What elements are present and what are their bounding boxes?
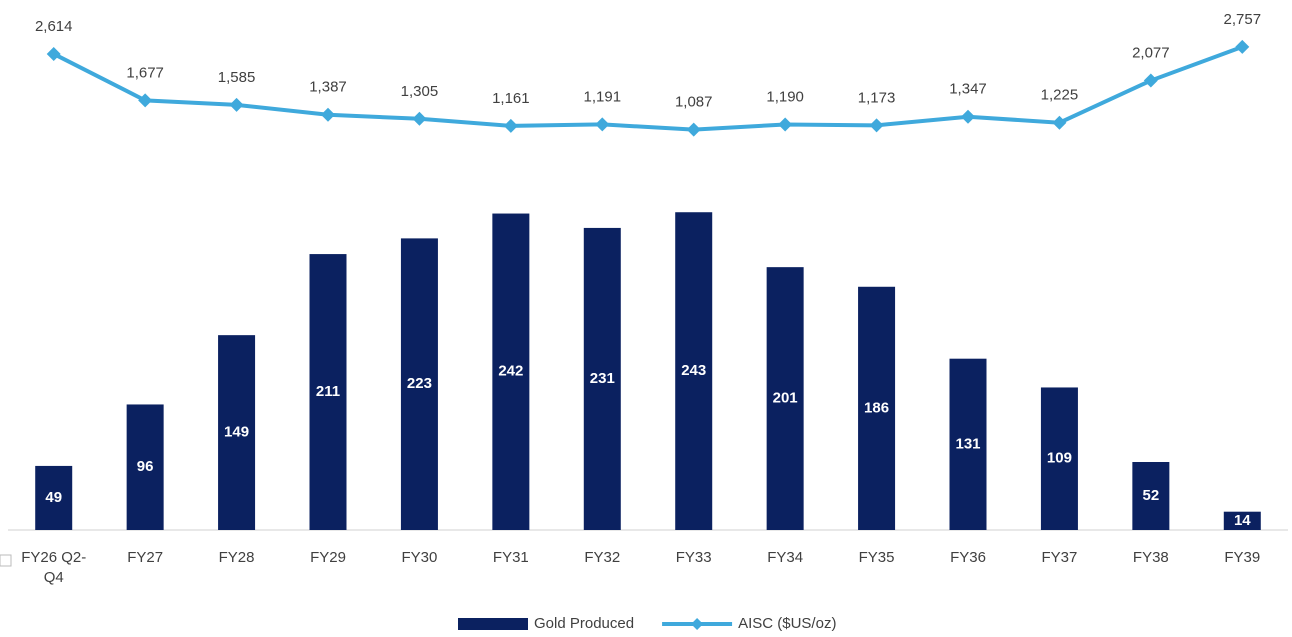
x-tick-label: FY37 [1041,549,1078,566]
bar-value-label: 223 [407,375,432,392]
bar [1132,462,1170,530]
x-tick-label: FY26 Q2-Q4 [21,549,87,586]
bar-value-label: 96 [137,458,154,475]
legend-swatch [458,618,528,630]
line-marker [1143,73,1158,88]
bar [949,358,987,530]
line-value-label: 1,305 [401,83,439,100]
line-value-label: 1,191 [584,88,622,105]
line-marker [1235,39,1250,54]
x-tick-label: FY31 [492,549,529,566]
bar-value-label: 186 [864,399,889,416]
bar-value-label: 211 [316,383,340,400]
x-tick-label: FY27 [127,549,164,566]
decor-box [0,554,12,567]
line-marker [412,111,427,126]
line-marker [503,118,518,133]
line-value-label: 1,347 [949,81,987,98]
line-value-label: 1,677 [126,64,164,81]
bar [218,335,256,530]
line-value-label: 1,225 [1041,87,1079,104]
bar-value-label: 243 [681,362,706,379]
line-marker [1052,115,1067,130]
x-tick-label: FY32 [584,549,621,566]
x-tick-label: FY28 [218,549,255,566]
line-marker [138,93,153,108]
bar [126,404,164,530]
line [52,45,1243,132]
line-value-label: 2,757 [1224,11,1262,28]
line-value-label: 1,387 [309,79,347,96]
bar-value-label: 131 [955,435,980,452]
bar-value-label: 109 [1047,450,1072,467]
bar [583,227,621,530]
bar-value-label: 201 [773,390,798,407]
line-value-label: 1,161 [492,90,530,107]
bar-value-label: 231 [590,370,615,387]
bar-value-label: 14 [1234,512,1251,529]
bar-value-label: 49 [45,489,62,506]
line-marker [229,97,244,112]
bar-value-label: 242 [498,363,523,380]
line-marker [961,109,975,124]
line-marker [46,46,61,61]
bar [309,254,347,531]
x-tick-label: FY39 [1224,549,1261,566]
bar [35,465,73,530]
legend-swatch-marker [691,618,704,630]
line-marker [595,117,610,132]
line-marker [686,122,701,137]
legend-label: AISC ($US/oz) [738,615,836,632]
bar [492,213,530,531]
line-value-label: 1,190 [766,88,804,105]
bar [675,212,713,530]
line-value-label: 1,087 [675,94,713,111]
line-value-label: 2,077 [1132,45,1170,62]
line-marker [869,118,884,133]
bar [1040,387,1078,530]
line-marker [778,117,793,132]
bar [858,286,896,530]
x-tick-label: FY34 [767,549,804,566]
x-tick-label: FY36 [950,549,986,566]
x-tick-label: FY29 [310,549,346,566]
bar-value-label: 149 [224,424,249,441]
line-value-label: 1,585 [218,69,256,86]
x-tick-label: FY33 [675,549,712,566]
bar [1223,511,1261,530]
bar-value-label: 52 [1143,487,1160,504]
line-value-label: 1,173 [858,89,896,106]
bar [400,238,438,530]
x-tick-label: FY30 [401,549,438,566]
line-marker [321,107,335,122]
line-value-label: 2,614 [35,18,73,35]
x-tick-label: FY38 [1132,549,1169,566]
x-tick-label: FY35 [858,549,895,566]
bar [766,267,804,530]
legend-label: Gold Produced [534,615,634,632]
